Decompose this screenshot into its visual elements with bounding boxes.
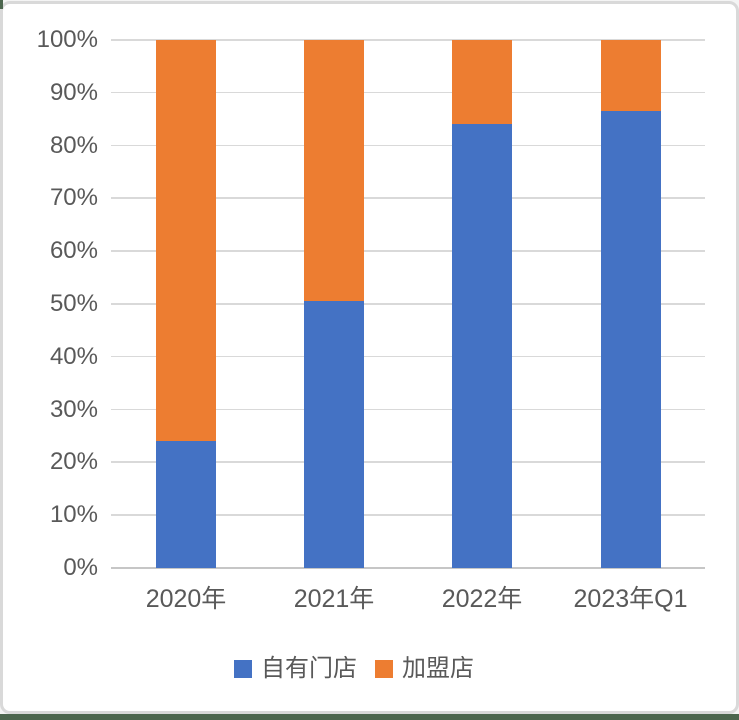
x-axis-line [111,567,705,569]
bar-segment-自有门店 [304,301,364,568]
bottom-accent-bar [0,714,739,720]
gridline [111,514,705,516]
gridline [111,91,705,94]
y-tick-label: 70% [49,184,98,212]
legend-item-加盟店: 加盟店 [375,656,474,682]
plot-area [111,39,705,569]
gridline [111,461,705,463]
x-category-label: 2023年Q1 [573,585,688,613]
y-tick-label: 60% [49,237,98,265]
gridline [111,39,705,41]
bar-2023年Q1 [600,40,661,568]
y-tick-label: 30% [49,395,98,423]
x-category-label: 2022年 [441,585,523,613]
legend-label: 加盟店 [402,655,474,682]
bar-segment-加盟店 [304,40,364,302]
bar-segment-自有门店 [452,124,512,568]
gridline [111,355,705,358]
gridline [111,250,705,252]
bar-segment-加盟店 [600,40,661,112]
y-tick-label: 20% [49,448,98,476]
legend-item-自有门店: 自有门店 [234,656,357,682]
legend-label: 自有门店 [261,655,357,682]
gridline [111,197,705,199]
gridline [111,408,705,411]
bar-segment-加盟店 [452,40,512,125]
bar-segment-自有门店 [156,441,216,568]
bar-segment-加盟店 [156,40,216,442]
x-category-label: 2020年 [145,585,227,613]
bar-2022年 [452,40,512,568]
legend-swatch-icon [375,660,393,678]
gridline [111,303,705,305]
y-tick-label: 80% [49,131,98,159]
y-tick-label: 40% [49,342,98,370]
x-category-label: 2021年 [293,585,375,613]
y-tick-label: 0% [63,554,98,581]
y-tick-label: 10% [49,501,98,529]
y-tick-label: 90% [49,78,98,106]
bar-2021年 [304,40,364,568]
corner-accent-mark [0,0,3,9]
y-tick-label: 100% [36,26,98,53]
gridline [111,144,705,147]
legend-swatch-icon [234,660,252,678]
bar-2020年 [156,40,216,568]
bar-segment-自有门店 [600,111,661,568]
chart-legend: 自有门店 加盟店 [3,650,705,688]
y-tick-label: 50% [49,290,98,317]
